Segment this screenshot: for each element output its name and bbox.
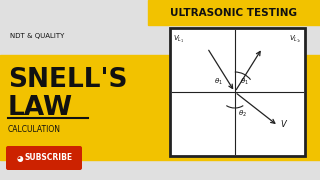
Text: LAW: LAW bbox=[8, 95, 73, 121]
Bar bbox=[0, 55, 320, 160]
Text: $\theta_1$: $\theta_1$ bbox=[240, 77, 249, 87]
Text: $V_{L_{1\prime}}$: $V_{L_{1\prime}}$ bbox=[289, 34, 302, 45]
Text: $V$: $V$ bbox=[280, 118, 288, 129]
Bar bbox=[170, 28, 305, 156]
Bar bbox=[148, 0, 320, 25]
Text: ULTRASONIC TESTING: ULTRASONIC TESTING bbox=[171, 8, 298, 17]
Text: ◕: ◕ bbox=[17, 154, 23, 163]
Text: SNELL'S: SNELL'S bbox=[8, 67, 127, 93]
Text: NDT & QUALITY: NDT & QUALITY bbox=[10, 33, 64, 39]
Text: SUBSCRIBE: SUBSCRIBE bbox=[25, 154, 73, 163]
Text: $\theta_1$: $\theta_1$ bbox=[214, 77, 223, 87]
Text: CALCULATION: CALCULATION bbox=[8, 125, 61, 134]
Text: $V_{L_1}$: $V_{L_1}$ bbox=[173, 34, 184, 45]
Text: $\theta_2$: $\theta_2$ bbox=[238, 109, 247, 119]
FancyBboxPatch shape bbox=[6, 146, 82, 170]
